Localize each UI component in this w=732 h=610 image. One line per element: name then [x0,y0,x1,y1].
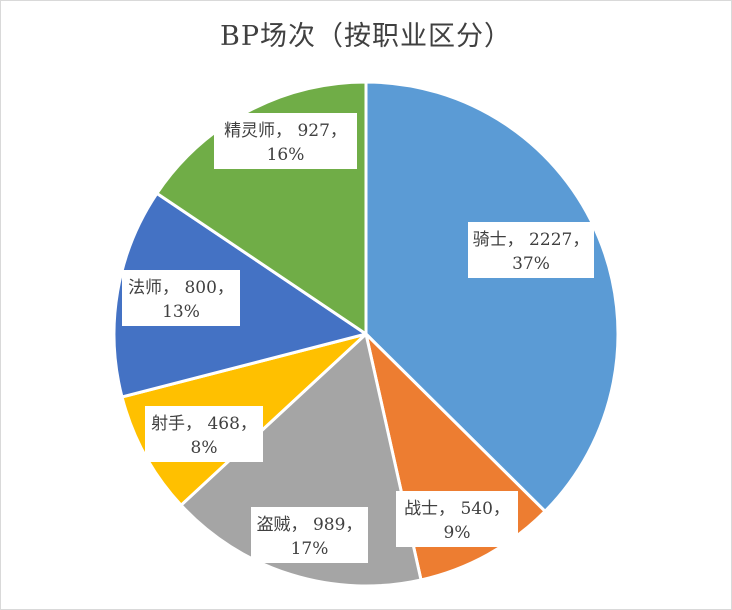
data-label-value: 盗贼， 989， [257,515,363,535]
data-label-box [251,507,368,563]
data-label: 盗贼， 989， 17% [251,507,368,563]
data-label-value: 射手， 468， [151,414,257,434]
data-label: 射手， 468， 8% [145,406,263,462]
data-label-box [214,113,357,169]
data-label-percent: 9% [444,523,471,543]
data-label: 战士， 540， 9% [396,491,518,547]
data-label-percent: 8% [191,438,218,458]
data-label-box [396,491,518,547]
data-label-percent: 16% [267,145,305,165]
data-label-value: 法师， 800， [128,278,234,298]
data-label-box [122,270,240,326]
data-label-percent: 37% [512,254,550,274]
data-label-value: 骑士， 2227， [473,230,590,250]
pie-slice [112,191,368,399]
data-label: 精灵师， 927， 16% [214,113,357,169]
data-label-percent: 13% [162,302,200,322]
data-label-box [145,406,263,462]
data-label: 骑士， 2227， 37% [468,222,594,278]
data-label-percent: 17% [291,539,329,559]
data-label-value: 战士， 540， [404,499,510,519]
data-label-box [468,222,594,278]
data-label-value: 精灵师， 927， [224,121,347,141]
chart-title: BP场次（按职业区分） [219,21,512,52]
pie-slice [364,80,620,513]
data-label: 法师， 800， 13% [122,270,240,326]
